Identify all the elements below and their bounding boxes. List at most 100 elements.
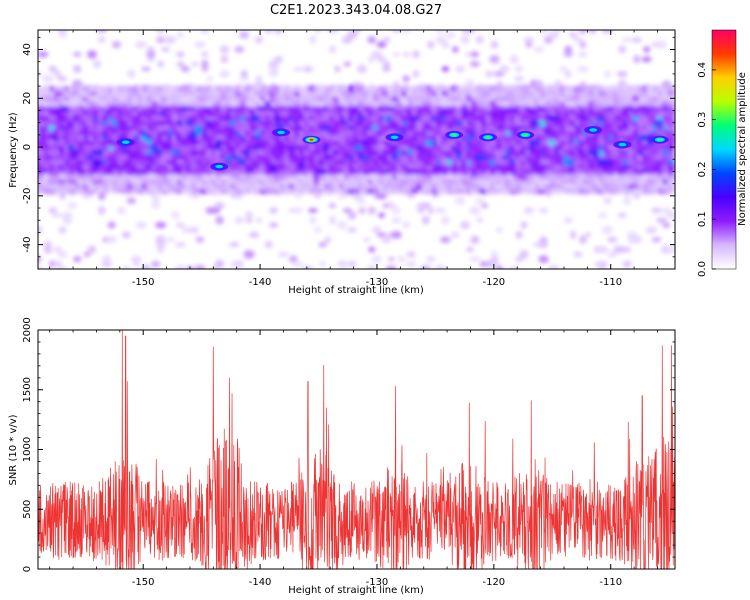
spectrogram-cell: [346, 30, 358, 39]
spectrogram-cell: [545, 172, 552, 181]
spectrogram-cell: [334, 65, 341, 73]
spectrogram-cell: [651, 237, 662, 243]
spectrogram-cell: [621, 37, 633, 43]
spectrogram-cell: [368, 152, 376, 161]
spectrogram-cell: [368, 246, 376, 253]
spectrogram-cell: [215, 216, 224, 225]
spectrogram-cell: [274, 56, 283, 63]
spectrogram-cell: [201, 59, 209, 69]
spectrogram-cell: [155, 30, 166, 33]
spectrogram-cell: [146, 50, 156, 58]
spectrogram-cell: [201, 182, 209, 190]
spectrogram-cell: [489, 55, 500, 64]
spectrogram-cell: [155, 221, 167, 229]
spectrogram-cell: [313, 227, 322, 233]
spectrogram-cell: [293, 66, 303, 72]
spectrogram-cell: [234, 217, 245, 223]
spectrogram-cell: [353, 81, 361, 86]
spectrogram-cell: [469, 256, 481, 263]
spectrogram-cell: [308, 208, 318, 213]
spectrogram-cell: [397, 256, 405, 263]
spectrogram-cell: [392, 51, 400, 58]
spectrogram-cell: [155, 235, 166, 245]
spectrogram-cell: [461, 104, 470, 112]
spectrogram-cell: [348, 211, 357, 220]
spectrogram-cell: [363, 147, 371, 156]
spectrogram-cell: [343, 208, 352, 213]
spectrogram-cell: [206, 148, 214, 156]
spectrogram-cell: [290, 163, 297, 170]
spectrogram-hotspot: [390, 135, 399, 139]
spectrogram-cell: [401, 30, 411, 34]
spectrogram-cell: [328, 203, 337, 209]
spectrogram-cell: [293, 207, 304, 214]
spectrogram-cell: [470, 123, 480, 132]
spectrogram-cell: [122, 265, 131, 269]
spectrogram-cell: [254, 81, 264, 87]
spectrogram-cell: [376, 56, 387, 62]
spectrogram-cell: [318, 242, 327, 248]
spectrogram-cell: [499, 64, 510, 74]
spectrogram-cell: [661, 148, 672, 156]
spectrogram-cell: [545, 186, 552, 196]
spectrogram-panel: -150 -140 -130 -120 -110 -40 -20 0 20 40 Height …: [8, 29, 676, 296]
colorbar-tick-label: 0.1: [697, 211, 708, 227]
spectrogram-cell: [151, 202, 161, 209]
spectrogram-cell: [435, 265, 446, 269]
spectrogram-cell: [358, 177, 366, 185]
spectrogram-cell: [127, 153, 136, 161]
spectrogram-cell: [162, 128, 169, 137]
spectrogram-cell: [554, 30, 563, 33]
x-tick-label: -150: [132, 277, 155, 288]
spectrogram-cell: [92, 59, 101, 69]
spectrogram-x-label: Height of straight line (km): [288, 285, 424, 296]
spectrogram-cell: [54, 70, 61, 78]
spectrogram-cell: [73, 65, 82, 73]
spectrogram-cell: [199, 89, 211, 98]
spectrogram-cell: [157, 60, 164, 68]
spectrogram-cell: [604, 70, 611, 78]
spectrogram-cell: [126, 197, 136, 205]
spectrogram-cell: [496, 227, 503, 233]
spectrogram-cell: [667, 153, 675, 161]
spectrogram-cell: [255, 217, 263, 223]
spectrogram-cell: [647, 168, 656, 175]
spectrogram-cell: [391, 217, 402, 223]
spectrogram-cell: [313, 30, 322, 33]
spectrogram-cell: [387, 201, 396, 210]
spectrogram-cell: [358, 104, 366, 112]
spectrogram-cell: [368, 84, 376, 93]
colorbar-gradient: [712, 30, 736, 269]
spectrogram-cell: [455, 65, 466, 73]
spectrogram-cell: [73, 138, 82, 146]
spectrogram-cell: [436, 30, 445, 35]
spectrogram-cell: [323, 153, 332, 160]
spectrogram-cell: [367, 36, 377, 44]
spectrogram-cell: [196, 108, 204, 118]
spectrogram-cell: [57, 76, 68, 82]
spectrogram-cell: [151, 261, 161, 268]
spectrogram-cell: [460, 221, 471, 230]
spectrogram-cell: [618, 212, 627, 218]
spectrogram-cell: [662, 222, 671, 229]
spectrogram-cell: [367, 264, 377, 269]
spectrogram-cell: [514, 76, 524, 82]
spectrogram-cell: [326, 30, 339, 34]
spectrogram-cell: [333, 118, 342, 127]
spectrogram-cell: [656, 217, 667, 223]
spectrogram-cell: [447, 125, 454, 131]
spectrogram-cell: [563, 217, 573, 223]
spectrogram-cell: [597, 261, 608, 267]
spectrogram-cell: [387, 176, 396, 186]
spectrogram-cell: [623, 246, 631, 253]
spectrogram-cell: [59, 178, 66, 184]
spectrogram-cell: [64, 159, 71, 165]
spectrogram-cell: [667, 158, 675, 166]
spectrogram-cell: [165, 35, 176, 45]
spectrogram-cell: [51, 213, 64, 218]
spectrogram-cell: [337, 260, 348, 269]
spectrogram-cell: [175, 167, 186, 176]
spectrogram-cell: [338, 84, 347, 93]
spectrogram-cell: [38, 266, 44, 269]
spectrogram-cell: [569, 230, 577, 239]
